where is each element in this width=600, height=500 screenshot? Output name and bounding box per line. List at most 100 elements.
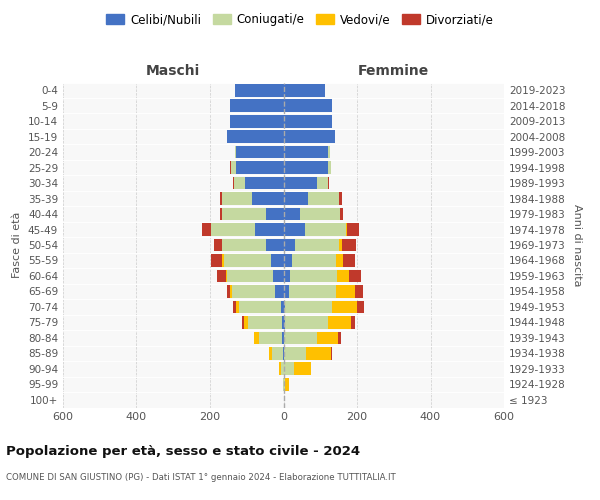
Bar — [346, 223, 347, 236]
Bar — [211, 223, 255, 236]
Bar — [358, 300, 364, 313]
Bar — [328, 146, 330, 158]
Bar — [338, 238, 341, 252]
Bar — [332, 300, 358, 313]
Bar — [236, 300, 239, 313]
Bar — [282, 332, 284, 344]
Bar — [232, 285, 275, 298]
Bar — [272, 347, 283, 360]
Bar — [269, 347, 272, 360]
Bar — [252, 192, 284, 205]
Bar — [281, 316, 284, 328]
Bar — [281, 300, 284, 313]
Bar — [284, 192, 308, 205]
Bar — [284, 115, 332, 128]
Bar — [214, 238, 222, 252]
Bar — [331, 347, 332, 360]
Bar — [317, 177, 328, 190]
Bar — [305, 347, 331, 360]
Bar — [289, 285, 336, 298]
Bar — [336, 285, 355, 298]
Bar — [284, 146, 328, 158]
Bar — [340, 208, 343, 220]
Bar — [233, 177, 234, 190]
Bar — [284, 238, 295, 252]
Bar — [284, 223, 305, 236]
Text: Femmine: Femmine — [358, 64, 430, 78]
Bar — [222, 238, 223, 252]
Bar — [337, 270, 349, 282]
Bar — [284, 100, 332, 112]
Bar — [242, 316, 244, 328]
Bar — [284, 130, 335, 143]
Bar — [286, 300, 332, 313]
Bar — [279, 362, 281, 375]
Bar — [223, 208, 266, 220]
Bar — [284, 332, 317, 344]
Bar — [230, 115, 284, 128]
Bar — [286, 378, 289, 390]
Bar — [290, 270, 337, 282]
Bar — [355, 285, 363, 298]
Bar — [224, 254, 271, 267]
Y-axis label: Anni di nascita: Anni di nascita — [572, 204, 582, 286]
Bar — [230, 162, 232, 174]
Bar — [255, 223, 284, 236]
Bar — [236, 146, 284, 158]
Bar — [222, 192, 252, 205]
Bar — [236, 162, 284, 174]
Bar — [227, 130, 284, 143]
Bar — [294, 362, 311, 375]
Bar — [271, 254, 284, 267]
Bar — [283, 347, 284, 360]
Bar — [226, 270, 227, 282]
Bar — [328, 162, 331, 174]
Bar — [230, 100, 284, 112]
Bar — [351, 316, 355, 328]
Y-axis label: Fasce di età: Fasce di età — [13, 212, 22, 278]
Bar — [239, 300, 281, 313]
Bar — [259, 332, 282, 344]
Bar — [223, 238, 266, 252]
Bar — [223, 254, 224, 267]
Bar — [328, 177, 329, 190]
Bar — [220, 192, 222, 205]
Bar — [337, 254, 343, 267]
Bar — [275, 285, 284, 298]
Bar — [284, 208, 300, 220]
Bar — [273, 270, 284, 282]
Bar — [227, 270, 273, 282]
Bar — [235, 84, 284, 96]
Bar — [245, 177, 284, 190]
Bar — [281, 362, 284, 375]
Bar — [328, 316, 351, 328]
Bar — [234, 177, 245, 190]
Text: Popolazione per età, sesso e stato civile - 2024: Popolazione per età, sesso e stato civil… — [6, 445, 360, 458]
Bar — [308, 192, 338, 205]
Bar — [284, 362, 294, 375]
Bar — [217, 270, 226, 282]
Bar — [347, 223, 359, 236]
Bar — [220, 208, 223, 220]
Bar — [284, 285, 289, 298]
Bar — [284, 300, 286, 313]
Legend: Celibi/Nubili, Coniugati/e, Vedovi/e, Divorziati/e: Celibi/Nubili, Coniugati/e, Vedovi/e, Di… — [101, 8, 499, 31]
Bar — [284, 270, 290, 282]
Bar — [284, 84, 325, 96]
Bar — [317, 332, 338, 344]
Bar — [284, 254, 292, 267]
Bar — [230, 285, 232, 298]
Bar — [227, 285, 230, 298]
Bar — [341, 238, 356, 252]
Bar — [202, 223, 211, 236]
Text: Maschi: Maschi — [146, 64, 200, 78]
Bar — [300, 208, 340, 220]
Bar — [248, 316, 281, 328]
Bar — [338, 332, 341, 344]
Bar — [244, 316, 248, 328]
Text: COMUNE DI SAN GIUSTINO (PG) - Dati ISTAT 1° gennaio 2024 - Elaborazione TUTTITAL: COMUNE DI SAN GIUSTINO (PG) - Dati ISTAT… — [6, 472, 396, 482]
Bar — [284, 316, 328, 328]
Bar — [235, 146, 236, 158]
Bar — [349, 270, 361, 282]
Bar — [295, 238, 338, 252]
